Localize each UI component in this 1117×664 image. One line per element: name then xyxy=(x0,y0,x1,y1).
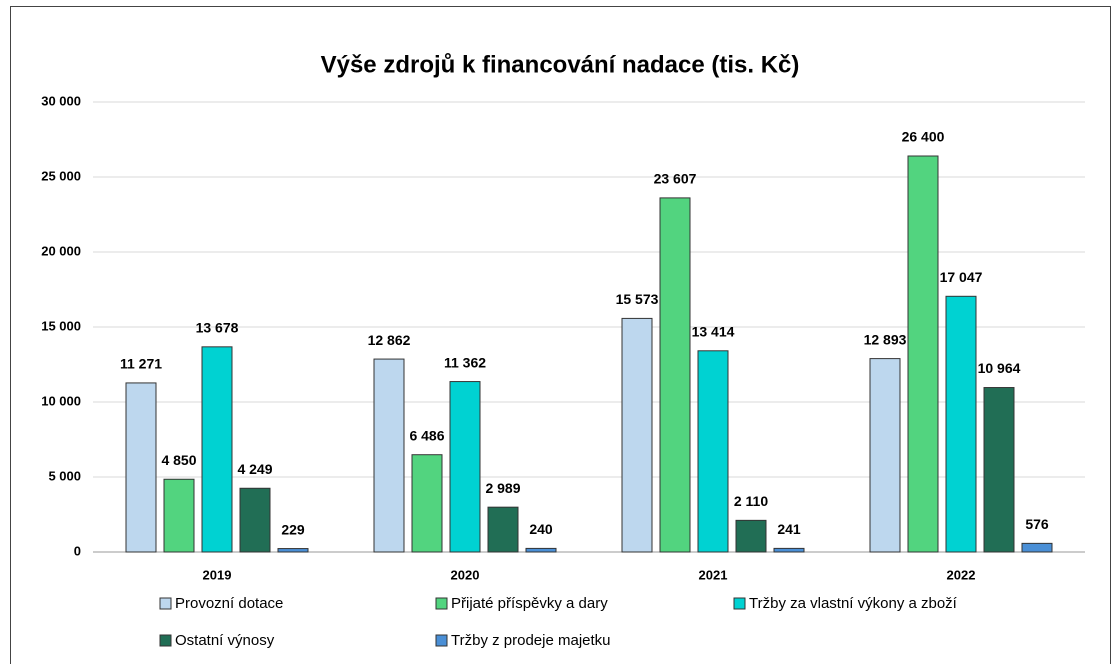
value-label: 26 400 xyxy=(902,129,945,145)
y-tick-label: 10 000 xyxy=(41,393,81,408)
value-label: 13 678 xyxy=(196,320,239,336)
bar xyxy=(373,358,405,553)
chart-title: Výše zdrojů k financování nadace (tis. K… xyxy=(321,51,800,78)
value-label: 11 271 xyxy=(120,356,162,372)
legend-swatch xyxy=(159,634,172,647)
legend-swatch xyxy=(435,634,448,647)
value-label: 12 893 xyxy=(864,331,907,347)
value-label: 13 414 xyxy=(692,323,735,339)
y-tick-label: 0 xyxy=(74,543,81,558)
value-label: 241 xyxy=(777,521,801,537)
y-tick-label: 25 000 xyxy=(41,168,81,183)
bar xyxy=(411,454,443,553)
value-label: 17 047 xyxy=(940,269,983,285)
bar xyxy=(277,548,309,553)
bar xyxy=(239,487,271,553)
y-tick-label: 30 000 xyxy=(41,93,81,108)
y-tick-label: 20 000 xyxy=(41,243,81,258)
value-label: 229 xyxy=(281,521,305,537)
x-tick-label: 2020 xyxy=(451,567,480,582)
value-label: 240 xyxy=(529,521,553,537)
bar xyxy=(869,358,901,553)
value-label: 23 607 xyxy=(654,171,697,187)
bar xyxy=(201,346,233,553)
x-tick-label: 2022 xyxy=(947,567,976,582)
bar xyxy=(487,506,519,553)
legend-label: Provozní dotace xyxy=(175,595,283,612)
value-label: 2 989 xyxy=(485,480,520,496)
value-label: 2 110 xyxy=(734,493,768,509)
legend-label: Ostatní výnosy xyxy=(175,632,275,649)
legend-label: Tržby za vlastní výkony a zboží xyxy=(749,595,958,612)
bar xyxy=(621,317,653,553)
bar xyxy=(945,295,977,553)
legend-swatch xyxy=(733,597,746,610)
bar xyxy=(983,387,1015,553)
y-tick-label: 5 000 xyxy=(48,468,81,483)
bar xyxy=(1021,542,1053,553)
value-label: 12 862 xyxy=(368,332,411,348)
y-tick-label: 15 000 xyxy=(41,318,81,333)
value-label: 4 249 xyxy=(237,461,272,477)
legend-swatch xyxy=(159,597,172,610)
legend-swatch xyxy=(435,597,448,610)
bar xyxy=(773,547,805,553)
bar xyxy=(125,382,157,553)
value-label: 15 573 xyxy=(616,291,659,307)
bar xyxy=(163,478,195,553)
value-label: 10 964 xyxy=(978,360,1021,376)
bar xyxy=(697,350,729,553)
legend-label: Přijaté příspěvky a dary xyxy=(451,595,608,612)
value-label: 11 362 xyxy=(444,354,486,370)
bar xyxy=(907,155,939,553)
bar xyxy=(525,547,557,553)
x-tick-label: 2021 xyxy=(699,567,728,582)
x-tick-label: 2019 xyxy=(203,567,232,582)
value-label: 6 486 xyxy=(409,427,444,443)
bar xyxy=(735,519,767,553)
legend-label: Tržby z prodeje majetku xyxy=(451,632,611,649)
value-label: 576 xyxy=(1025,516,1049,532)
value-label: 4 850 xyxy=(161,452,196,468)
bar xyxy=(659,197,691,553)
bar xyxy=(449,381,481,553)
